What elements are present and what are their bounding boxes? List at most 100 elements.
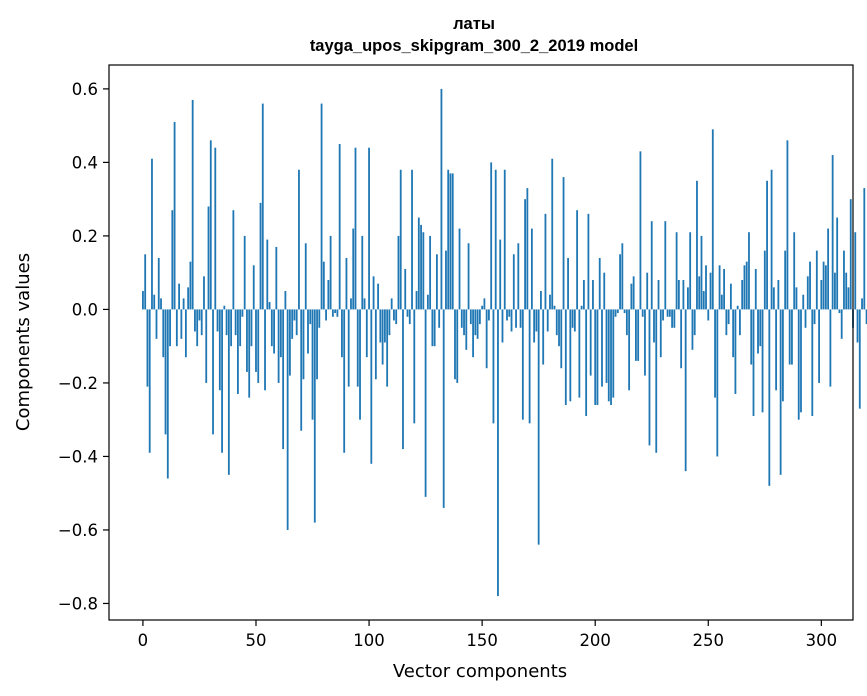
bar (316, 309, 318, 380)
bar (573, 309, 576, 332)
bar (698, 276, 701, 310)
bar (705, 265, 707, 310)
bar (811, 309, 814, 417)
bar (234, 309, 237, 336)
x-tick-label: 200 (579, 631, 611, 650)
bar (433, 309, 436, 347)
bar (209, 140, 212, 310)
bar (797, 309, 800, 420)
bar (383, 309, 386, 343)
bar (757, 309, 759, 354)
bar (223, 305, 226, 310)
bar (603, 272, 606, 310)
bar (741, 280, 744, 310)
bar (854, 232, 857, 310)
bar (300, 309, 303, 431)
bar (490, 162, 493, 310)
bar (542, 309, 545, 365)
bar (499, 239, 502, 310)
bar (230, 309, 233, 347)
bar (246, 309, 248, 372)
bar (162, 309, 165, 358)
bar (426, 294, 429, 310)
bar (225, 309, 228, 336)
bar (856, 309, 859, 343)
y-tick-label: 0.2 (72, 227, 98, 246)
bar (243, 235, 246, 310)
bar (472, 309, 474, 358)
bar (752, 309, 755, 417)
bar (675, 232, 678, 310)
bar (196, 309, 199, 347)
bar (526, 188, 529, 310)
bar (501, 309, 504, 343)
bar (515, 309, 517, 328)
bar (449, 173, 452, 310)
bar (718, 265, 721, 310)
bar (302, 309, 305, 380)
bar (576, 210, 579, 310)
bar (166, 309, 169, 479)
bar (257, 309, 260, 383)
bar (393, 309, 395, 321)
bar (469, 309, 472, 325)
bar (662, 309, 664, 321)
bar (786, 140, 789, 310)
bar (374, 309, 377, 380)
bar (781, 309, 784, 402)
y-axis-ticks: −0.8 −0.6 −0.4 −0.2 0.0 0.2 0.4 0.6 (58, 80, 109, 613)
bar (772, 287, 775, 310)
bar (596, 309, 599, 405)
bar (546, 309, 549, 332)
bar (311, 309, 314, 420)
bar (368, 147, 370, 310)
bar (720, 294, 723, 310)
bar (863, 188, 866, 310)
bar (578, 309, 581, 398)
bar (205, 309, 208, 383)
bar (343, 309, 346, 453)
bar (680, 309, 683, 369)
bar (282, 309, 285, 450)
bar (549, 294, 551, 310)
bar (696, 180, 698, 310)
bar (329, 235, 332, 310)
bar (644, 309, 646, 376)
bar (334, 309, 337, 314)
bar (207, 206, 210, 310)
bar (327, 280, 330, 310)
y-tick-label: −0.4 (58, 447, 98, 466)
bar (325, 309, 327, 321)
bar (440, 88, 443, 310)
bar (435, 254, 438, 310)
bar (684, 309, 687, 472)
bar (569, 309, 572, 402)
bar (454, 309, 456, 380)
bar (528, 309, 531, 424)
bar (585, 309, 588, 417)
bar (657, 280, 660, 310)
bar (214, 147, 217, 310)
bar (827, 228, 830, 310)
bar (144, 254, 147, 310)
bar (191, 99, 194, 310)
bar (689, 232, 692, 310)
bar (847, 287, 850, 310)
bar (184, 309, 187, 358)
bar (377, 283, 380, 310)
bar (598, 257, 601, 310)
bar (336, 309, 339, 317)
y-tick-label: −0.2 (58, 374, 98, 393)
bar (309, 309, 312, 325)
bar (261, 103, 264, 310)
bar (648, 309, 651, 446)
bar (465, 309, 468, 350)
bar (693, 309, 696, 336)
bar (399, 169, 402, 310)
bar (818, 309, 820, 383)
bar (483, 298, 486, 310)
bar (768, 309, 771, 486)
bar (451, 173, 454, 310)
bar (519, 309, 522, 328)
bar (417, 217, 420, 310)
